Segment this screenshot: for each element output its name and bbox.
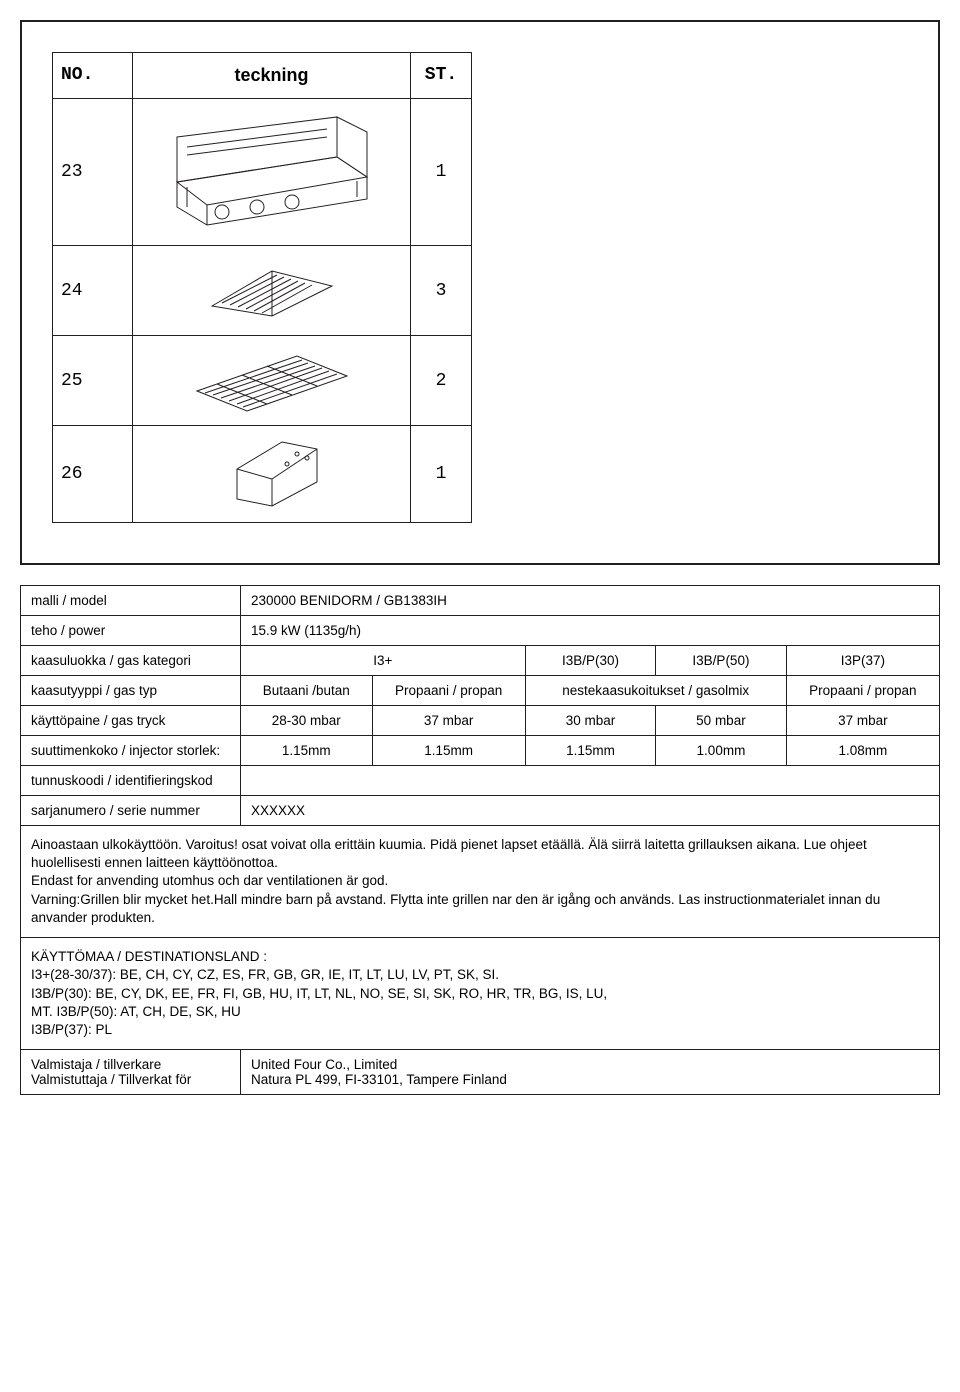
gas-type-val: Propaani / propan <box>372 676 525 706</box>
row-destination: KÄYTTÖMAA / DESTINATIONSLAND :I3+(28-30/… <box>21 938 940 1050</box>
col-header-drawing: teckning <box>133 53 411 98</box>
row-manufacturer: Valmistaja / tillverkare Valmistuttaja /… <box>21 1050 940 1095</box>
gas-cat-val: I3B/P(50) <box>656 646 786 676</box>
destination-text: KÄYTTÖMAA / DESTINATIONSLAND :I3+(28-30/… <box>21 938 940 1050</box>
mfr-value1: United Four Co., Limited <box>251 1057 929 1072</box>
row-power: teho / power 15.9 kW (1135g/h) <box>21 616 940 646</box>
row-ident: tunnuskoodi / identifieringskod <box>21 766 940 796</box>
parts-row: 26 1 <box>53 426 471 522</box>
parts-row: 24 3 <box>53 246 471 336</box>
mfr-labels: Valmistaja / tillverkare Valmistuttaja /… <box>21 1050 241 1095</box>
gas-cat-label: kaasuluokka / gas kategori <box>21 646 241 676</box>
gas-cat-val: I3P(37) <box>786 646 939 676</box>
gas-cat-val: I3+ <box>241 646 526 676</box>
mfr-values: United Four Co., Limited Natura PL 499, … <box>241 1050 940 1095</box>
row-injector: suuttimenkoko / injector storlek: 1.15mm… <box>21 736 940 766</box>
row-gas-category: kaasuluokka / gas kategori I3+ I3B/P(30)… <box>21 646 940 676</box>
pressure-label: käyttöpaine / gas tryck <box>21 706 241 736</box>
row-warning: Ainoastaan ulkokäyttöön. Varoitus! osat … <box>21 826 940 938</box>
part-qty: 1 <box>411 99 471 245</box>
part-no: 24 <box>53 246 133 335</box>
row-pressure: käyttöpaine / gas tryck 28-30 mbar 37 mb… <box>21 706 940 736</box>
pressure-val: 28-30 mbar <box>241 706 373 736</box>
serial-label: sarjanumero / serie nummer <box>21 796 241 826</box>
mfr-label2: Valmistuttaja / Tillverkat för <box>31 1072 230 1087</box>
mfr-label1: Valmistaja / tillverkare <box>31 1057 230 1072</box>
part-no: 26 <box>53 426 133 522</box>
parts-table-header: NO. teckning ST. <box>53 53 471 99</box>
part-drawing-flame-tamer <box>133 246 411 335</box>
gas-cat-val: I3B/P(30) <box>525 646 655 676</box>
firebox-icon <box>162 107 382 237</box>
part-drawing-grate <box>133 336 411 425</box>
row-gas-type: kaasutyyppi / gas typ Butaani /butan Pro… <box>21 676 940 706</box>
power-label: teho / power <box>21 616 241 646</box>
injector-val: 1.15mm <box>372 736 525 766</box>
part-no: 25 <box>53 336 133 425</box>
part-qty: 1 <box>411 426 471 522</box>
serial-value: XXXXXX <box>241 796 940 826</box>
part-drawing-firebox <box>133 99 411 245</box>
parts-table: NO. teckning ST. 23 <box>52 52 472 523</box>
part-qty: 3 <box>411 246 471 335</box>
col-header-st: ST. <box>411 53 471 98</box>
parts-row: 23 <box>53 99 471 246</box>
parts-row: 25 2 <box>53 336 471 426</box>
gas-type-val: Butaani /butan <box>241 676 373 706</box>
part-drawing-side-panel <box>133 426 411 522</box>
model-value: 230000 BENIDORM / GB1383IH <box>241 586 940 616</box>
warning-text: Ainoastaan ulkokäyttöön. Varoitus! osat … <box>21 826 940 938</box>
row-model: malli / model 230000 BENIDORM / GB1383IH <box>21 586 940 616</box>
flame-tamer-icon <box>202 261 342 321</box>
gas-type-val: nestekaasukoitukset / gasolmix <box>525 676 786 706</box>
grate-icon <box>187 346 357 416</box>
injector-val: 1.15mm <box>241 736 373 766</box>
power-value: 15.9 kW (1135g/h) <box>241 616 940 646</box>
row-serial: sarjanumero / serie nummer XXXXXX <box>21 796 940 826</box>
model-label: malli / model <box>21 586 241 616</box>
pressure-val: 37 mbar <box>372 706 525 736</box>
pressure-val: 30 mbar <box>525 706 655 736</box>
part-qty: 2 <box>411 336 471 425</box>
part-no: 23 <box>53 99 133 245</box>
ident-value <box>241 766 940 796</box>
gas-type-label: kaasutyyppi / gas typ <box>21 676 241 706</box>
injector-val: 1.00mm <box>656 736 786 766</box>
gas-type-val: Propaani / propan <box>786 676 939 706</box>
side-panel-icon <box>212 434 332 514</box>
pressure-val: 50 mbar <box>656 706 786 736</box>
spec-table: malli / model 230000 BENIDORM / GB1383IH… <box>20 585 940 1095</box>
col-header-no: NO. <box>53 53 133 98</box>
injector-label: suuttimenkoko / injector storlek: <box>21 736 241 766</box>
ident-label: tunnuskoodi / identifieringskod <box>21 766 241 796</box>
pressure-val: 37 mbar <box>786 706 939 736</box>
mfr-value2: Natura PL 499, FI-33101, Tampere Finland <box>251 1072 929 1087</box>
parts-section: NO. teckning ST. 23 <box>20 20 940 565</box>
injector-val: 1.15mm <box>525 736 655 766</box>
injector-val: 1.08mm <box>786 736 939 766</box>
